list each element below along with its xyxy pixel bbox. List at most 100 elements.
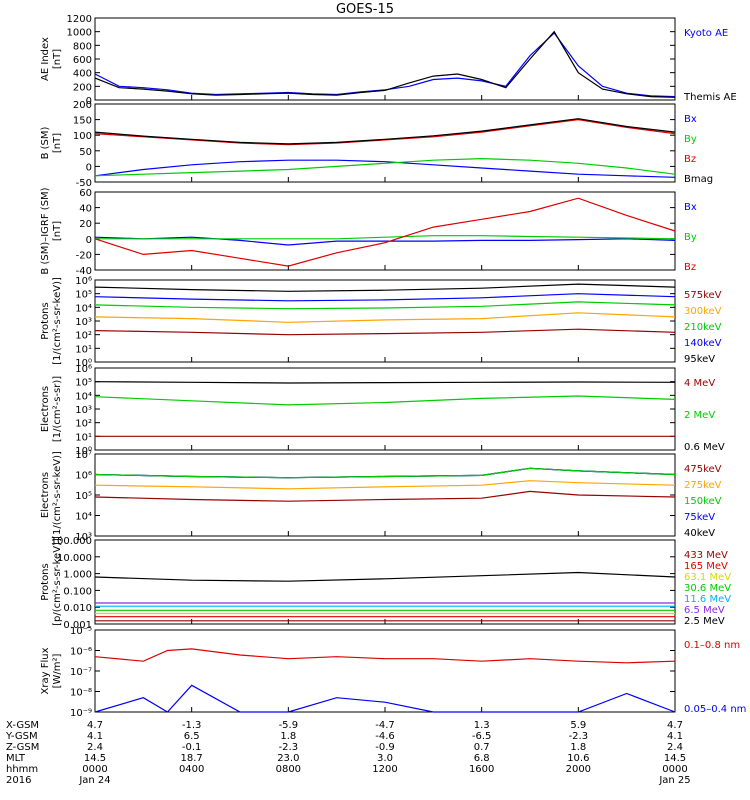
xaxis-value: 18.7 bbox=[181, 753, 203, 764]
ytick-label: 40 bbox=[79, 204, 92, 215]
xaxis-row-label: MLT bbox=[6, 753, 26, 764]
legend-entry: 475keV bbox=[684, 464, 722, 475]
ytick-label: 10⁻⁶ bbox=[70, 647, 92, 658]
xaxis-value: -4.7 bbox=[375, 720, 395, 731]
legend-entry: By bbox=[684, 232, 697, 243]
legend-entry: 4 MeV bbox=[684, 378, 715, 389]
ytick-label: 200 bbox=[73, 100, 92, 111]
panel-bigrf: B (SM)–IGRF (SM) [nT] -40 -20 0 20 40 60 Bx By Bz bbox=[40, 187, 697, 277]
ytick-label: 50 bbox=[79, 147, 92, 158]
ytick-label: 100.000 bbox=[51, 536, 92, 547]
xaxis-value: 0800 bbox=[276, 764, 301, 775]
ytick-label: 10⁶ bbox=[75, 276, 92, 287]
ytick-label: 60 bbox=[79, 188, 92, 199]
series-kyoto-ae bbox=[94, 32, 676, 98]
ylabel: [nT] bbox=[52, 133, 63, 153]
xaxis-value: 0000 bbox=[662, 764, 687, 775]
legend-entry: Bx bbox=[684, 114, 697, 125]
legend-entry: 75keV bbox=[684, 512, 715, 523]
legend-entry: 433 MeV bbox=[684, 550, 728, 561]
ytick-label: 10⁻⁸ bbox=[70, 688, 92, 699]
ylabel: Protons bbox=[40, 302, 51, 339]
xaxis-value: 2.4 bbox=[87, 742, 103, 753]
ylabel: [nT] bbox=[52, 221, 63, 241]
panel-frame bbox=[94, 103, 676, 183]
series-2-mev bbox=[94, 395, 676, 406]
legend-entry: 2.5 MeV bbox=[684, 616, 725, 627]
xaxis-value: 4.7 bbox=[667, 720, 683, 731]
xaxis-value: 6.5 bbox=[184, 731, 200, 742]
series-bx bbox=[94, 236, 676, 246]
xaxis-value: 0000 bbox=[82, 764, 107, 775]
ytick-label: -20 bbox=[76, 250, 92, 261]
legend-entry: 95keV bbox=[684, 354, 715, 365]
ytick-label: 10.000 bbox=[57, 553, 92, 564]
legend-entry: 0.05–0.4 nm bbox=[684, 704, 746, 715]
ytick-label: 1200 bbox=[67, 14, 92, 25]
ylabel: Xray Flux bbox=[40, 647, 51, 694]
xaxis-value: -2.3 bbox=[279, 742, 299, 753]
ytick-label: 10³ bbox=[75, 405, 92, 416]
series-0-05-0-4-nm bbox=[94, 684, 676, 713]
xaxis-value: Jan 24 bbox=[78, 775, 110, 786]
series-by bbox=[95, 235, 676, 240]
xaxis-value: 4.1 bbox=[87, 731, 103, 742]
xaxis-value: -0.1 bbox=[182, 742, 202, 753]
xaxis-row-label: Y-GSM bbox=[5, 731, 38, 742]
ytick-label: 10⁶ bbox=[75, 471, 92, 482]
ytick-label: 100 bbox=[73, 131, 92, 142]
xaxis-value: 4.1 bbox=[667, 731, 683, 742]
legend-entry: Kyoto AE bbox=[684, 28, 728, 39]
xaxis-value: 6.8 bbox=[474, 753, 490, 764]
xaxis-value: -6.5 bbox=[472, 731, 492, 742]
panel-frame bbox=[94, 539, 676, 625]
xaxis-value: 1200 bbox=[372, 764, 397, 775]
ytick-label: 10⁴ bbox=[75, 391, 92, 402]
ylabel: B (SM) bbox=[40, 126, 51, 159]
series-0-1-0-8-nm bbox=[94, 648, 676, 664]
xaxis-value: 1600 bbox=[469, 764, 494, 775]
ylabel: Electrons bbox=[40, 386, 51, 432]
ytick-label: 20 bbox=[79, 219, 92, 230]
series-95kev bbox=[94, 283, 676, 292]
ylabel: [p/(cm²-s-sr-keV)] bbox=[52, 538, 63, 626]
xaxis-value: 2.4 bbox=[667, 742, 683, 753]
series-bx bbox=[94, 159, 676, 178]
series-210kev bbox=[94, 301, 676, 310]
ylabel: [1/(cm²-s-sr)] bbox=[52, 376, 63, 442]
ytick-label: 200 bbox=[73, 82, 92, 93]
ytick-label: 0.001 bbox=[63, 620, 92, 631]
panel-frame bbox=[94, 629, 676, 713]
series-2-5-mev bbox=[94, 571, 676, 582]
ylabel: [1/(cm²-s-sr-keV)] bbox=[52, 451, 63, 539]
xaxis-value: 14.5 bbox=[664, 753, 686, 764]
legend-entry: 300keV bbox=[684, 306, 722, 317]
panel-protons_lo: Protons [1/(cm²-s-sr-keV)] 10⁰ 10¹ 10² 10³ 10⁴… bbox=[40, 276, 722, 369]
legend-entry: 0.1–0.8 nm bbox=[684, 640, 740, 651]
ytick-label: 400 bbox=[73, 69, 92, 80]
ytick-label: 10⁻⁹ bbox=[70, 708, 92, 719]
ytick-label: 1.000 bbox=[63, 570, 92, 581]
ylabel: Protons bbox=[40, 563, 51, 600]
ytick-label: 600 bbox=[73, 55, 92, 66]
ytick-label: 10⁵ bbox=[75, 491, 92, 502]
ytick-label: 10⁻⁷ bbox=[70, 667, 92, 678]
series-150kev bbox=[94, 467, 676, 479]
panel-frame bbox=[94, 367, 676, 451]
ytick-label: 10² bbox=[75, 331, 92, 342]
xaxis-value: 23.0 bbox=[277, 753, 299, 764]
series-140kev bbox=[94, 293, 676, 302]
ylabel: Electrons bbox=[40, 472, 51, 518]
xaxis-row-label: hhmm bbox=[6, 764, 38, 775]
series-bmag bbox=[94, 118, 676, 145]
panel-ae: AE Index [nT] 0 200 400 600 800 1000 1200 Kyoto A… bbox=[40, 14, 737, 107]
ytick-label: 150 bbox=[73, 116, 92, 127]
panel-frame bbox=[94, 17, 676, 101]
ytick-label: 10⁵ bbox=[75, 378, 92, 389]
ytick-label: 0 bbox=[86, 162, 92, 173]
ytick-label: 10¹ bbox=[75, 344, 92, 355]
ytick-label: 10⁻⁵ bbox=[70, 626, 92, 637]
ylabel: AE Index bbox=[40, 37, 51, 81]
ytick-label: 10¹ bbox=[75, 432, 92, 443]
